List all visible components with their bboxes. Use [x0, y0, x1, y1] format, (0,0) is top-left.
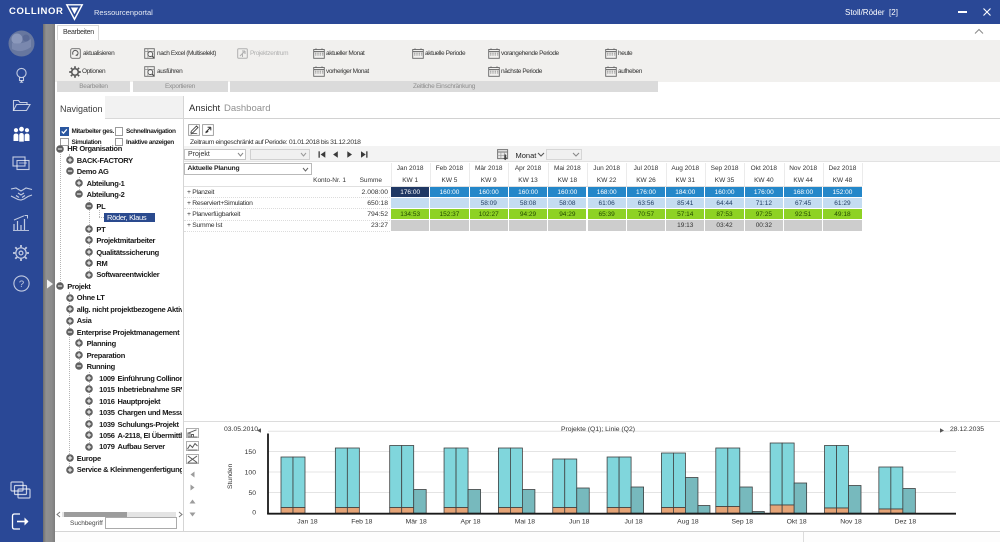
svg-text:Mai 18: Mai 18 [515, 519, 536, 526]
svg-text:Nov 18: Nov 18 [840, 519, 862, 526]
svg-text:Dez 18: Dez 18 [895, 519, 917, 526]
svg-text:0: 0 [252, 510, 256, 517]
svg-text:Projekte (Q1); Linie (Q2): Projekte (Q1); Linie (Q2) [561, 426, 635, 433]
svg-text:Feb 18: Feb 18 [351, 519, 372, 526]
svg-text:Sep 18: Sep 18 [732, 519, 754, 526]
svg-text:150: 150 [245, 449, 257, 456]
svg-text:Mär 18: Mär 18 [406, 519, 427, 526]
svg-text:Jun 18: Jun 18 [569, 519, 590, 526]
svg-text:?: ? [19, 279, 24, 290]
svg-text:Jan 18: Jan 18 [297, 519, 318, 526]
svg-text:100: 100 [245, 470, 257, 477]
svg-text:Okt 18: Okt 18 [787, 519, 807, 526]
svg-text:Stunden: Stunden [227, 463, 234, 489]
svg-text:50: 50 [248, 490, 256, 497]
svg-text:Aug 18: Aug 18 [677, 519, 699, 526]
svg-text:28.12.2035: 28.12.2035 [950, 426, 984, 433]
svg-text:Jul 18: Jul 18 [625, 519, 643, 526]
svg-text:03.05.2010: 03.05.2010 [224, 426, 258, 433]
svg-text:Apr 18: Apr 18 [461, 519, 481, 526]
